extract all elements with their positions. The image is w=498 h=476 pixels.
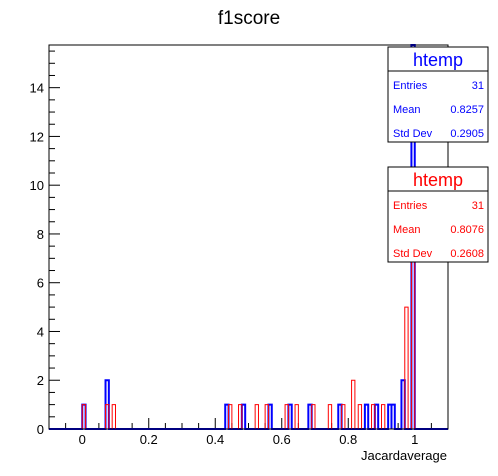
stats-row-value: 31 <box>472 80 484 92</box>
stats-box-1: htemp Entries 31 Mean 0.8076 Std Dev 0.2608 <box>387 166 489 263</box>
y-tick-label: 4 <box>37 324 44 339</box>
stats-row-label: Entries <box>393 200 428 212</box>
stats-box-frame <box>387 46 489 143</box>
x-tick-label: 0.4 <box>206 432 224 447</box>
stats-row-label: Std Dev <box>393 128 433 140</box>
stats-row-value: 31 <box>472 200 484 212</box>
y-tick-label: 0 <box>37 422 44 437</box>
stats-box-title: htemp <box>413 50 463 70</box>
stats-box-frame <box>387 166 489 263</box>
stats-row-value: 0.2905 <box>450 128 484 140</box>
stats-row-label: Mean <box>393 224 421 236</box>
y-tick-label: 14 <box>30 81 44 96</box>
chart-title: f1score <box>218 8 280 29</box>
x-axis-label: Jacardaverage <box>361 448 447 463</box>
y-tick-label: 10 <box>30 178 44 193</box>
stats-row-value: 0.8257 <box>450 104 484 116</box>
stats-row-value: 0.8076 <box>450 224 484 236</box>
stats-row-label: Mean <box>393 104 421 116</box>
y-tick-label: 8 <box>37 227 44 242</box>
y-tick-label: 6 <box>37 276 44 291</box>
x-tick-label: 1 <box>411 432 418 447</box>
stats-row-value: 0.2608 <box>450 248 484 260</box>
stats-box-0: htemp Entries 31 Mean 0.8257 Std Dev 0.2905 <box>387 46 489 143</box>
x-tick-label: 0.2 <box>140 432 158 447</box>
x-tick-label: 0.6 <box>273 432 291 447</box>
stats-box-title: htemp <box>413 170 463 190</box>
x-tick-label: 0 <box>79 432 86 447</box>
stats-row-label: Std Dev <box>393 248 433 260</box>
stats-row-label: Entries <box>393 80 428 92</box>
x-tick-label: 0.8 <box>339 432 357 447</box>
y-tick-label: 2 <box>37 373 44 388</box>
y-tick-label: 12 <box>30 129 44 144</box>
